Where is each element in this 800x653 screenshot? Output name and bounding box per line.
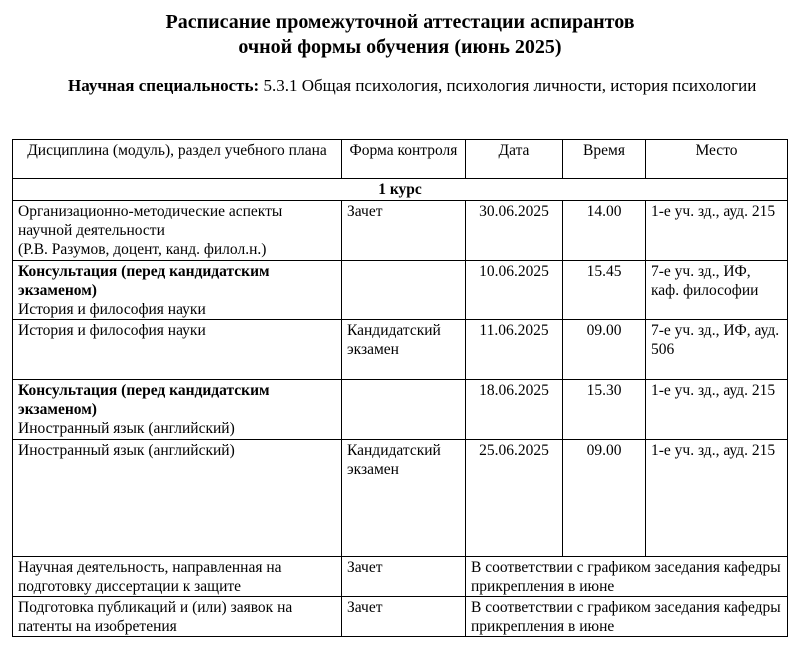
- place-cell: 1-е уч. зд., ауд. 215: [645, 439, 788, 557]
- discipline-text: Иностранный язык (английский): [18, 442, 235, 459]
- table-row: Научная деятельность, направленная на по…: [12, 556, 788, 597]
- time-cell: 09.00: [562, 439, 646, 557]
- date-cell: 18.06.2025: [465, 379, 563, 440]
- header-date: Дата: [465, 139, 563, 179]
- discipline-cell: Организационно-методические аспекты науч…: [12, 200, 342, 261]
- title-line-2: очной формы обучения (июнь 2025): [238, 36, 562, 58]
- schedule-table: Дисциплина (модуль), раздел учебного пла…: [12, 139, 788, 637]
- form-cell: Зачет: [341, 200, 466, 261]
- place-cell: 7-е уч. зд., ИФ, ауд. 506: [645, 319, 788, 380]
- discipline-cell: История и философия науки: [12, 319, 342, 380]
- form-cell: Зачет: [341, 556, 466, 597]
- header-row: Дисциплина (модуль), раздел учебного пла…: [12, 139, 788, 179]
- table-row: Консультация (перед кандидатским экзамен…: [12, 379, 788, 440]
- date-cell: 11.06.2025: [465, 319, 563, 380]
- discipline-cell: Подготовка публикаций и (или) заявок на …: [12, 596, 342, 637]
- form-cell: [341, 379, 466, 440]
- document-title: Расписание промежуточной аттестации аспи…: [0, 10, 800, 60]
- date-cell: 10.06.2025: [465, 260, 563, 320]
- discipline-text: Организационно-методические аспекты науч…: [18, 203, 283, 239]
- schedule-note-cell: В соответствии с графиком заседания кафе…: [465, 556, 788, 597]
- time-cell: 14.00: [562, 200, 646, 261]
- specialty-value: 5.3.1 Общая психология, психология лично…: [259, 76, 757, 95]
- table-row: Консультация (перед кандидатским экзамен…: [12, 260, 788, 320]
- discipline-text: История и философия науки: [18, 301, 206, 318]
- table-row: История и философия науки Кандидатский эк…: [12, 319, 788, 380]
- discipline-cell: Иностранный язык (английский): [12, 439, 342, 557]
- discipline-text: Иностранный язык (английский): [18, 420, 235, 437]
- consultation-label: Консультация (перед кандидатским экзамен…: [18, 382, 270, 418]
- place-cell: 7-е уч. зд., ИФ, каф. философии: [645, 260, 788, 320]
- date-cell: 30.06.2025: [465, 200, 563, 261]
- table-row: Иностранный язык (английский) Кандидатски…: [12, 439, 788, 557]
- form-cell: [341, 260, 466, 320]
- specialty-label: Научная специальность:: [68, 76, 260, 95]
- discipline-text: (Р.В. Разумов, доцент, канд. филол.н.): [18, 241, 267, 258]
- header-place: Место: [645, 139, 788, 179]
- course-label: 1 курс: [12, 178, 788, 201]
- discipline-text: История и философия науки: [18, 322, 206, 339]
- discipline-cell: Научная деятельность, направленная на по…: [12, 556, 342, 597]
- time-cell: 09.00: [562, 319, 646, 380]
- discipline-cell: Консультация (перед кандидатским экзамен…: [12, 260, 342, 320]
- date-cell: 25.06.2025: [465, 439, 563, 557]
- form-cell: Зачет: [341, 596, 466, 637]
- table-row: Подготовка публикаций и (или) заявок на …: [12, 596, 788, 637]
- header-form: Форма контроля: [341, 139, 466, 179]
- place-cell: 1-е уч. зд., ауд. 215: [645, 379, 788, 440]
- table-row: Организационно-методические аспекты науч…: [12, 200, 788, 261]
- time-cell: 15.30: [562, 379, 646, 440]
- time-cell: 15.45: [562, 260, 646, 320]
- form-cell: Кандидатский экзамен: [341, 439, 466, 557]
- header-time: Время: [562, 139, 646, 179]
- header-discipline: Дисциплина (модуль), раздел учебного пла…: [12, 139, 342, 179]
- consultation-label: Консультация (перед кандидатским экзамен…: [18, 263, 270, 299]
- place-cell: 1-е уч. зд., ауд. 215: [645, 200, 788, 261]
- discipline-cell: Консультация (перед кандидатским экзамен…: [12, 379, 342, 440]
- specialty: Научная специальность: 5.3.1 Общая психо…: [68, 76, 758, 96]
- form-cell: Кандидатский экзамен: [341, 319, 466, 380]
- schedule-note-cell: В соответствии с графиком заседания кафе…: [465, 596, 788, 637]
- title-line-1: Расписание промежуточной аттестации аспи…: [165, 11, 635, 33]
- course-row: 1 курс: [12, 178, 788, 201]
